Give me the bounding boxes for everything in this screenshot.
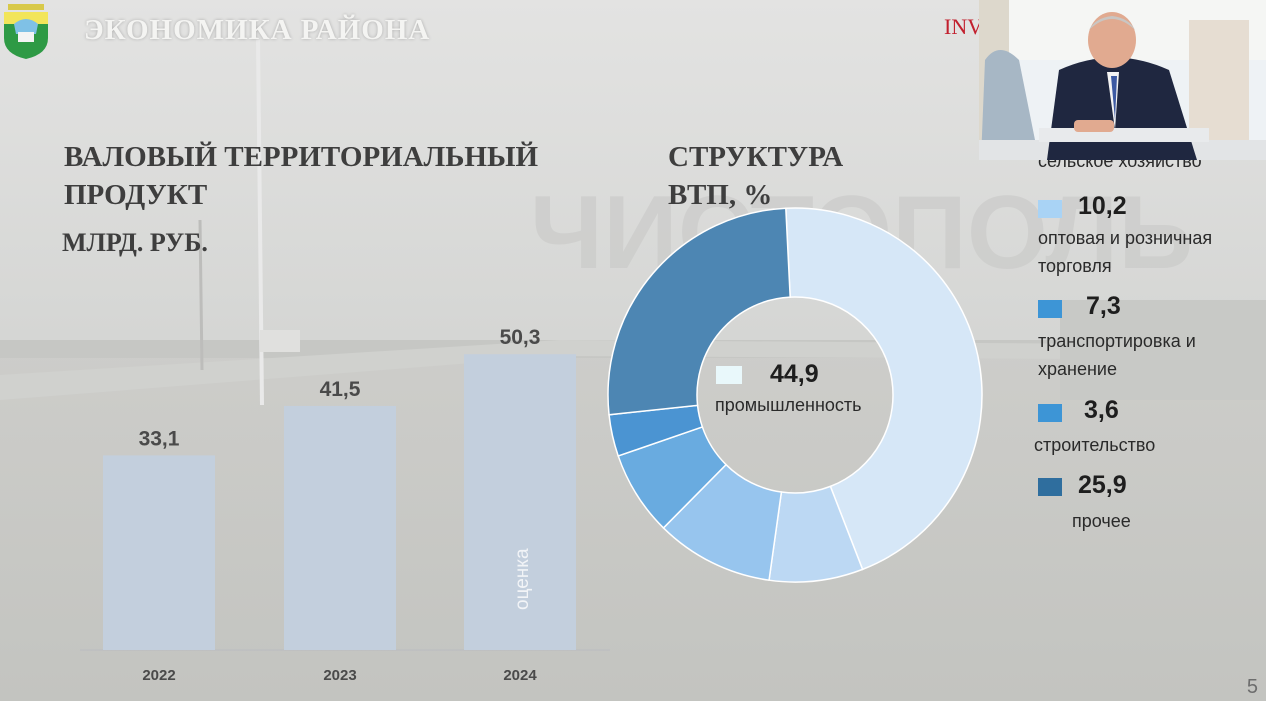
bar-category-label: 2024 (503, 667, 537, 684)
bar-category-label: 2023 (323, 667, 356, 684)
donut-slice-6 (607, 207, 791, 416)
legend-label-transport-1: транспортировка и (1038, 331, 1196, 351)
legend-swatch-other (1038, 478, 1062, 496)
legend-label-construction: строительство (1034, 435, 1156, 455)
legend-value-trade: 10,2 (1078, 192, 1127, 220)
legend-label-transport-2: хранение (1038, 359, 1117, 379)
legend-value-transport: 7,3 (1086, 292, 1121, 320)
page-number: 5 (1246, 676, 1258, 698)
bar-2024 (464, 354, 576, 650)
legend-swatch-transport (1038, 300, 1062, 318)
legend-value-other: 25,9 (1078, 471, 1127, 499)
gtp-heading-line1: ВАЛОВЫЙ ТЕРРИТОРИАЛЬНЫЙ (64, 141, 539, 173)
structure-heading-line1: СТРУКТУРА (668, 141, 844, 173)
donut-center-value: 44,9 (770, 360, 819, 388)
bar-value-label: 33,1 (139, 427, 180, 450)
video-call-overlay[interactable] (979, 0, 1266, 160)
donut-slice-1 (785, 207, 983, 571)
structure-heading: СТРУКТУРА ВТП, % (668, 138, 843, 214)
bar-2023 (284, 405, 396, 650)
legend-value-construction: 3,6 (1084, 396, 1119, 424)
bar-value-label: 50,3 (500, 326, 541, 349)
bar-category-label: 2022 (142, 667, 175, 684)
gtp-unit: МЛРД. РУБ. (62, 228, 208, 257)
bar-2022 (103, 455, 215, 650)
gtp-heading-line2: ПРОДУКТ (64, 179, 208, 211)
structure-heading-line2: ВТП, % (668, 179, 773, 211)
gtp-structure-donut-chart (607, 207, 983, 583)
gtp-bar-chart: 33,1 2022 41,5 2023 50,3 2024 оценка (80, 326, 610, 684)
gtp-heading: ВАЛОВЫЙ ТЕРРИТОРИАЛЬНЫЙ ПРОДУКТ (64, 138, 538, 214)
brand-text: INV (944, 14, 984, 39)
legend-label-trade-2: торговля (1038, 256, 1112, 276)
legend-label-other: прочее (1072, 511, 1131, 531)
coat-of-arms-icon (0, 4, 52, 60)
bar-value-label: 41,5 (320, 378, 361, 401)
donut-center-swatch (716, 366, 742, 384)
donut-center-label: промышленность (715, 395, 862, 415)
legend-swatch-construction (1038, 404, 1062, 422)
legend-label-trade-1: оптовая и розничная (1038, 228, 1213, 248)
bar-note-estimate: оценка (512, 548, 533, 610)
slide-title: ЭКОНОМИКА РАЙОНА (84, 14, 431, 46)
legend-swatch-trade (1038, 200, 1062, 218)
